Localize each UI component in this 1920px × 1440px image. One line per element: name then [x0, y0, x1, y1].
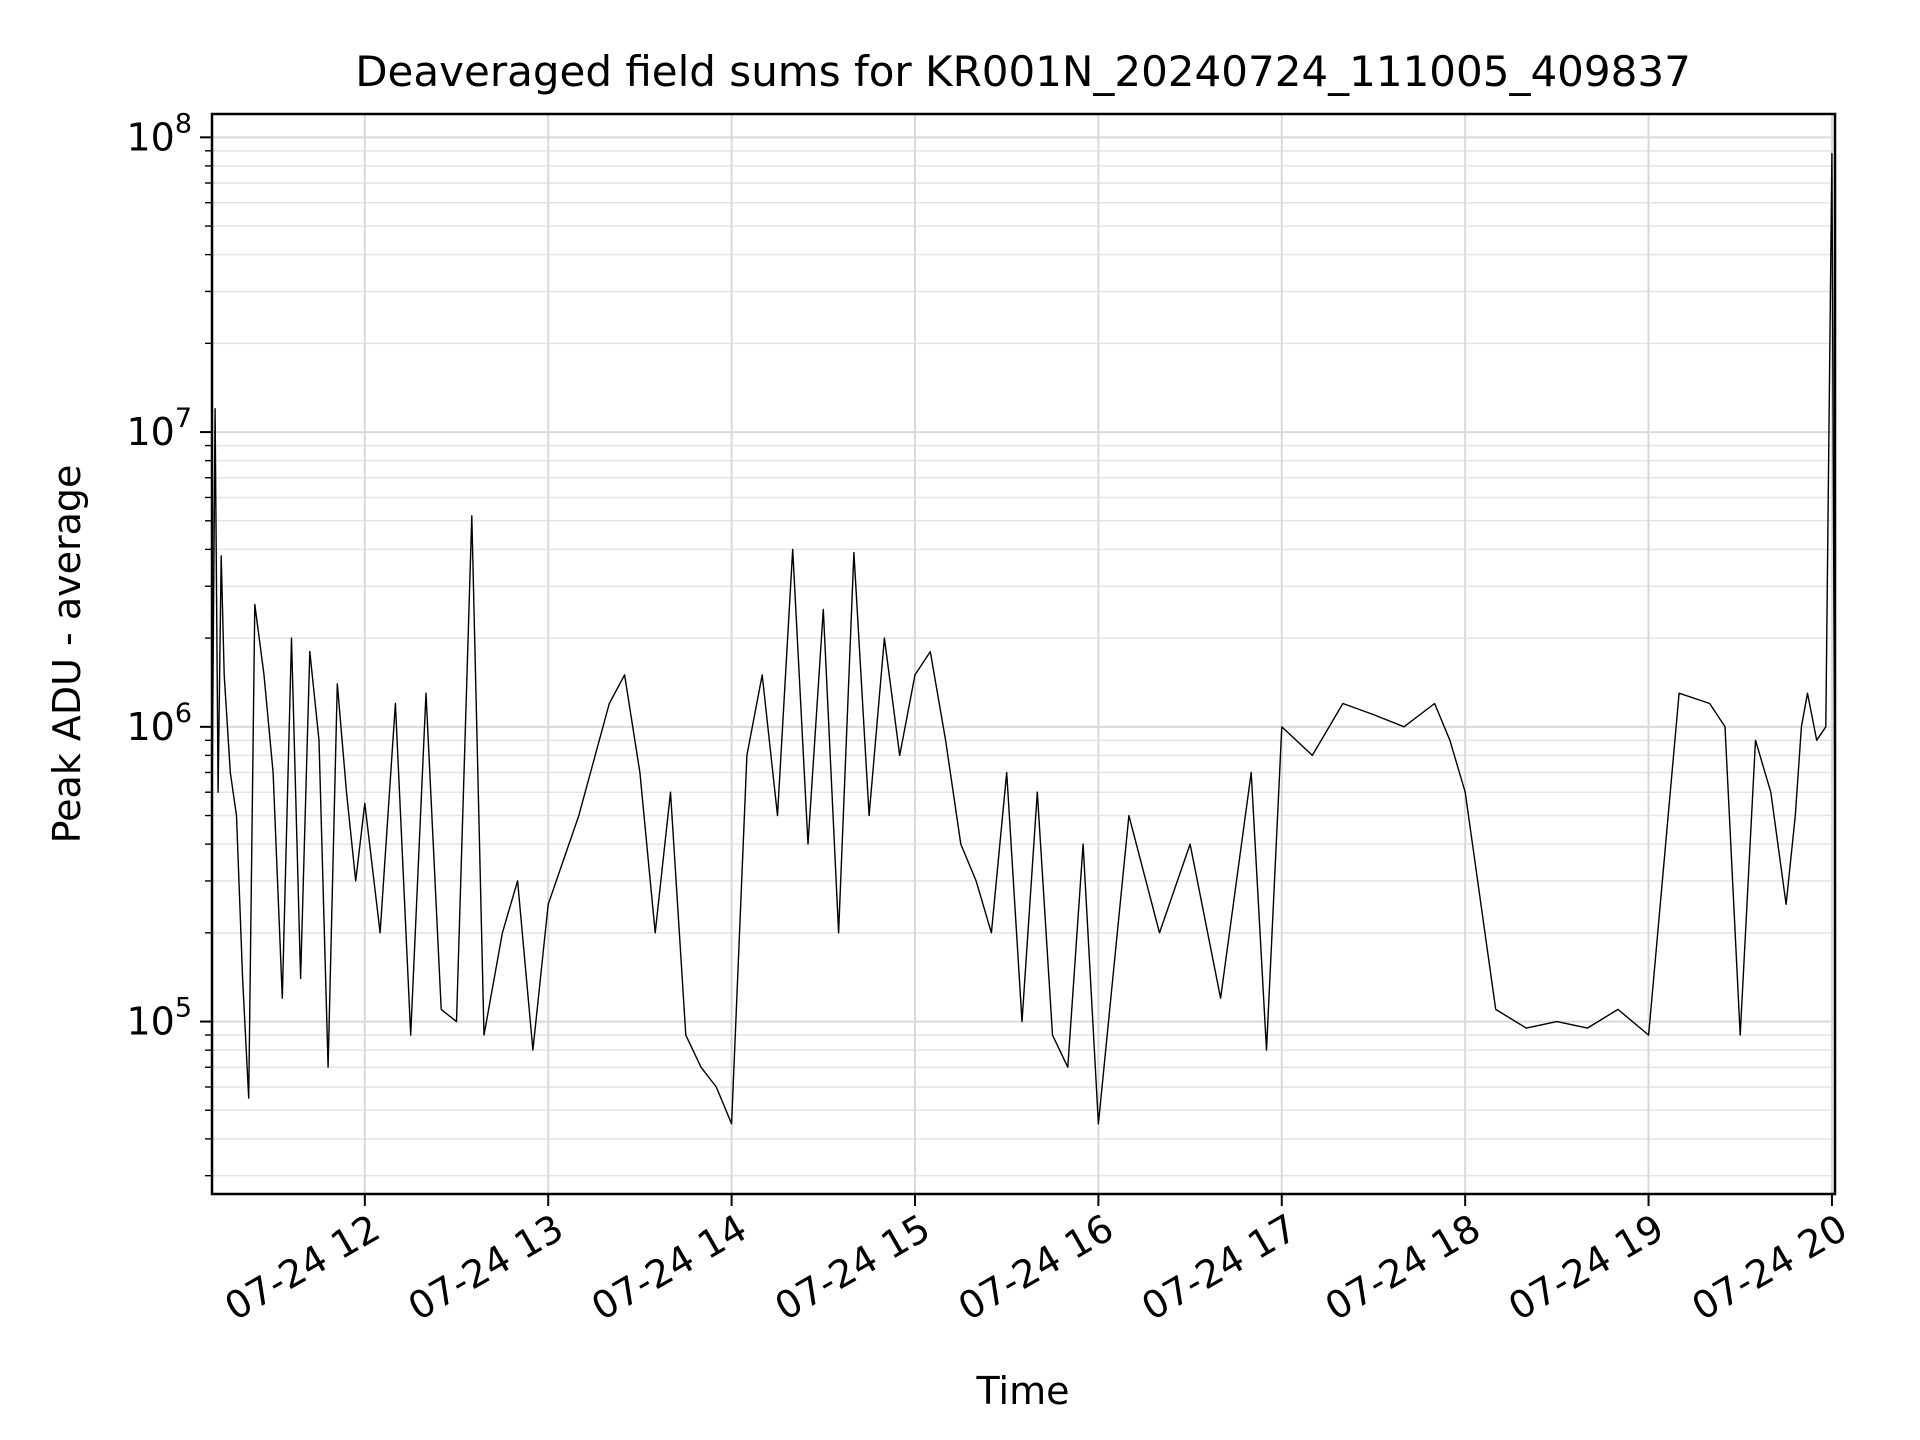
y-tick-label: 105 — [126, 993, 192, 1044]
x-tick-label: 07-24 12 — [217, 1206, 387, 1330]
x-tick-label: 07-24 20 — [1684, 1206, 1854, 1330]
plot-frame — [210, 112, 1837, 1196]
series-line — [212, 152, 1835, 1125]
y-axis-label: Peak ADU - average — [45, 465, 89, 844]
y-axis: 105 106 107 108 — [126, 108, 212, 1177]
y-tick-label: 107 — [126, 403, 192, 454]
x-axis-label: Time — [976, 1369, 1070, 1413]
grid — [212, 114, 1835, 1194]
x-tick-label: 07-24 14 — [584, 1206, 754, 1330]
x-tick-label: 07-24 18 — [1318, 1206, 1488, 1330]
x-tick-label: 07-24 13 — [401, 1206, 571, 1330]
x-axis: 07-24 12 07-24 13 07-24 14 07-24 15 07-24 16… — [217, 1194, 1854, 1329]
y-tick-label: 108 — [126, 108, 192, 159]
x-tick-label: 07-24 16 — [951, 1206, 1121, 1330]
x-tick-label: 07-24 15 — [768, 1206, 938, 1330]
series-layer — [212, 152, 1835, 1125]
y-tick-label: 106 — [126, 698, 192, 749]
x-tick-label: 07-24 19 — [1501, 1206, 1671, 1330]
chart-title: Deaveraged field sums for KR001N_2024072… — [355, 47, 1691, 96]
x-tick-label: 07-24 17 — [1134, 1206, 1304, 1330]
